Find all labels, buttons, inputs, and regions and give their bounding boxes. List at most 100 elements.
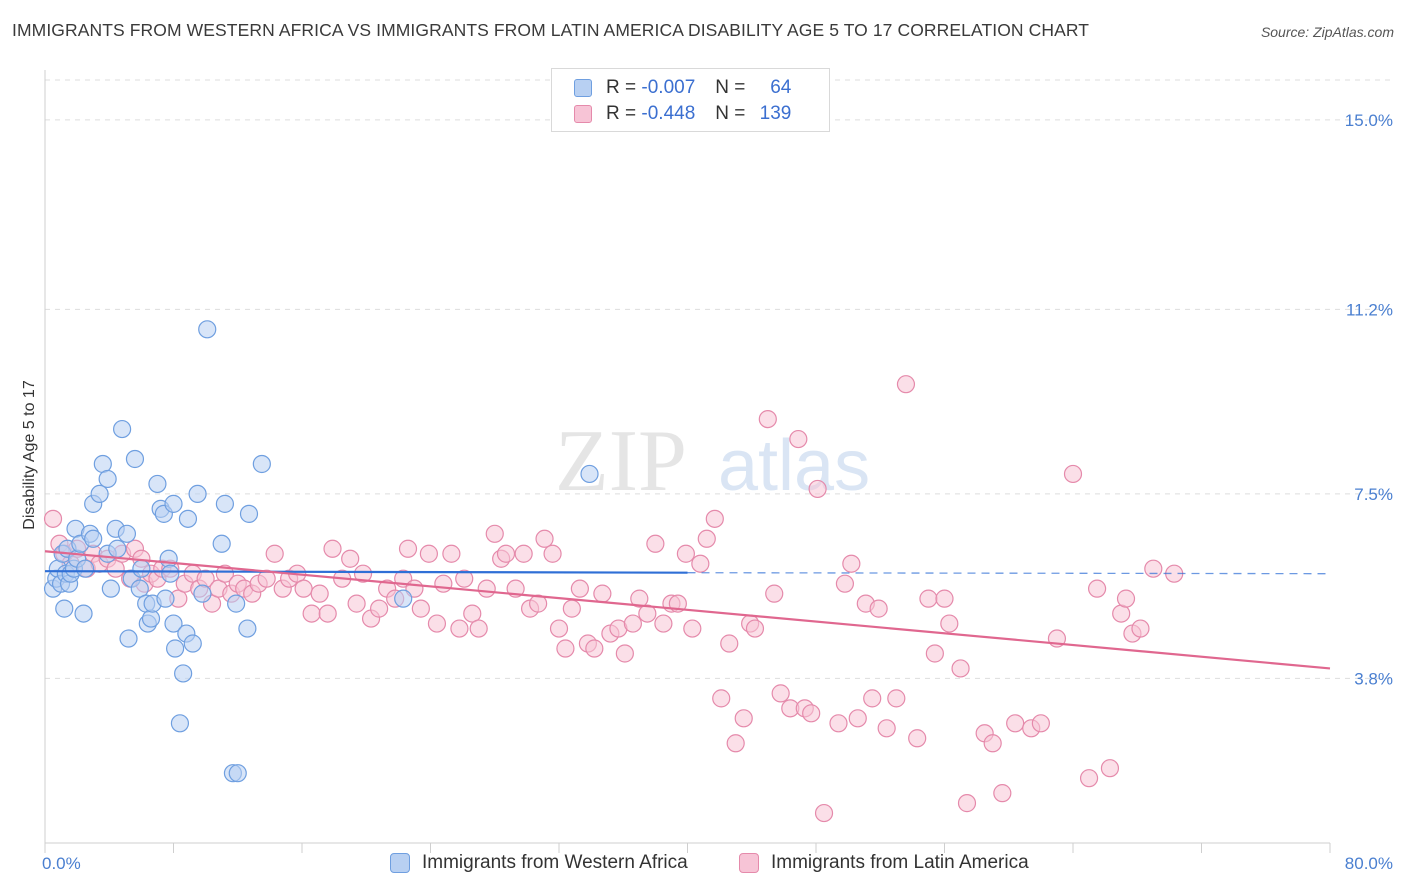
latin-america-point <box>43 509 63 528</box>
western-africa-point <box>156 589 175 608</box>
bottom-legend-western-africa: Immigrants from Western Africa <box>390 852 688 874</box>
latin-america-point <box>562 599 581 618</box>
western-africa-point <box>183 634 202 653</box>
western-africa-point <box>174 664 193 683</box>
latin-america-point <box>570 579 589 598</box>
latin-america-point <box>623 614 642 633</box>
y-tick-label: 7.5% <box>1354 485 1393 504</box>
watermark-zip: ZIP <box>555 413 687 510</box>
latin-america-point <box>535 529 554 548</box>
latin-america-point <box>310 584 329 603</box>
bottom-legend-label: Immigrants from Western Africa <box>422 852 688 873</box>
western-africa-point <box>117 524 137 543</box>
latin-america-point <box>712 689 731 708</box>
latin-america-point <box>983 734 1002 753</box>
latin-america-point <box>347 594 366 613</box>
latin-america-point <box>697 529 716 548</box>
western-africa-point <box>394 589 413 608</box>
latin-america-point <box>434 574 453 593</box>
latin-america-point <box>1100 759 1120 778</box>
western-africa-point <box>55 599 74 618</box>
western-africa-point <box>580 464 599 484</box>
latin-america-point <box>1116 589 1136 608</box>
y-tick-label: 3.8% <box>1354 669 1393 688</box>
legend-r-value: -0.448 <box>641 103 696 124</box>
latin-america-point <box>726 734 745 753</box>
latin-america-point <box>411 599 430 618</box>
series-western-africa-points <box>43 320 599 783</box>
latin-america-point <box>496 544 516 563</box>
y-tick-label: 11.2% <box>1346 300 1393 319</box>
latin-america-point <box>318 604 337 623</box>
latin-america-point <box>1031 714 1050 733</box>
latin-america-point <box>593 584 612 603</box>
legend-swatch-pink <box>574 105 592 123</box>
latin-america-point <box>951 659 970 678</box>
latin-america-point <box>720 634 739 653</box>
legend-row-latin-america: R = -0.448 N = 139 <box>574 102 791 126</box>
western-africa-point <box>164 614 183 633</box>
latin-america-point <box>427 614 447 633</box>
stats-legend: R = -0.007 N = 64 R = -0.448 N = 139 <box>551 68 830 132</box>
latin-america-point <box>676 544 695 563</box>
legend-r-value: -0.007 <box>641 77 696 98</box>
latin-america-point <box>1006 714 1025 733</box>
western-africa-point <box>132 559 151 578</box>
western-africa-point <box>170 714 190 733</box>
latin-america-point <box>835 574 855 593</box>
western-africa-point <box>228 764 247 783</box>
latin-america-point <box>302 604 321 623</box>
chart-title: IMMIGRANTS FROM WESTERN AFRICA VS IMMIGR… <box>12 20 1090 40</box>
latin-america-point <box>908 729 927 748</box>
latin-america-point <box>615 644 634 663</box>
latin-america-point <box>543 544 562 563</box>
legend-n-value: 64 <box>770 77 792 98</box>
western-africa-point <box>198 320 217 339</box>
latin-america-point <box>758 409 777 429</box>
latin-america-point <box>683 619 702 638</box>
latin-america-point <box>1087 579 1107 598</box>
latin-america-point <box>106 559 125 578</box>
latin-america-point <box>585 639 604 658</box>
legend-n-label: N = <box>715 77 746 98</box>
latin-america-point <box>215 564 234 583</box>
trend-lines <box>44 550 1331 670</box>
latin-america-point <box>940 614 959 633</box>
western-africa-point <box>125 449 145 469</box>
latin-america-point <box>323 539 342 558</box>
latin-america-point <box>935 589 954 608</box>
western-africa-point <box>193 584 212 603</box>
latin-america-point <box>848 709 867 728</box>
latin-america-point <box>765 584 784 603</box>
western-africa-point <box>161 564 180 583</box>
source-credit: Source: ZipAtlas.com <box>1260 24 1394 40</box>
western-africa-point <box>101 579 120 598</box>
latin-america-point <box>556 639 575 658</box>
x-tick-label-min: 0.0% <box>42 854 81 873</box>
latin-america-trend-line <box>44 550 1331 670</box>
latin-america-point <box>919 589 938 608</box>
western-africa-point <box>227 594 246 613</box>
latin-america-point <box>654 614 673 633</box>
western-africa-point <box>238 619 257 638</box>
western-africa-point <box>90 484 109 504</box>
western-africa-point <box>159 549 178 568</box>
legend-n-value: 139 <box>759 103 792 124</box>
latin-america-point <box>477 579 496 598</box>
latin-america-point <box>1063 464 1083 484</box>
latin-america-point <box>1131 619 1150 638</box>
western-africa-point <box>108 539 127 558</box>
y-axis-label: Disability Age 5 to 17 <box>21 380 38 530</box>
western-africa-point <box>178 509 198 528</box>
legend-row-western-africa: R = -0.007 N = 64 <box>574 76 791 100</box>
western-africa-point <box>239 504 259 523</box>
western-africa-point <box>130 579 149 598</box>
latin-america-point <box>957 794 977 813</box>
western-africa-point <box>98 469 117 489</box>
latin-america-point <box>257 569 276 588</box>
x-tick-label-max: 80.0% <box>1345 854 1393 873</box>
western-africa-point <box>84 529 103 548</box>
legend-r-label: R = <box>606 103 637 124</box>
latin-america-point <box>469 619 488 638</box>
